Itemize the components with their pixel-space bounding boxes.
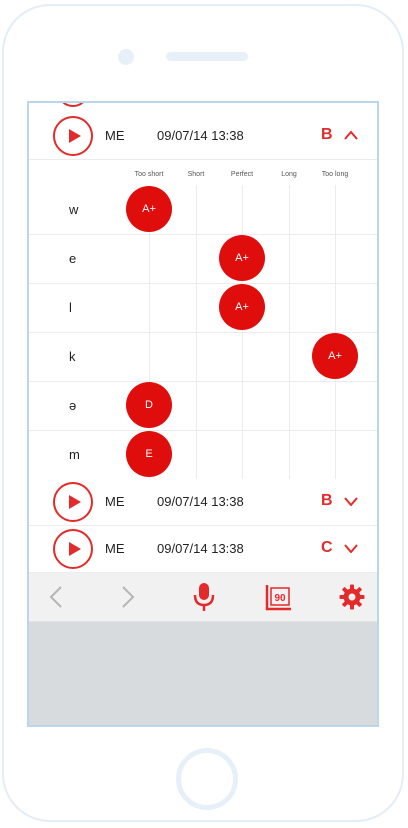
sound-letter: e xyxy=(69,251,77,266)
recording-row[interactable]: ME 09/07/14 13:38 B xyxy=(29,479,377,526)
earpiece-speaker xyxy=(166,52,248,61)
sound-letter: w xyxy=(69,202,79,217)
front-camera xyxy=(118,49,134,65)
column-header-long: Long xyxy=(281,171,297,178)
empty-content-area xyxy=(29,622,377,725)
app-screen: ME 09/07/14 13:38 B Too short Short Perf… xyxy=(27,101,379,727)
column-header-too-short: Too short xyxy=(134,171,164,178)
chevron-down-icon[interactable] xyxy=(343,543,359,553)
grade-bubble[interactable]: A+ xyxy=(219,284,265,330)
recording-user: ME xyxy=(105,541,125,556)
previous-row-play-button[interactable] xyxy=(57,103,89,107)
grid-line xyxy=(29,430,377,431)
home-button[interactable] xyxy=(176,748,238,810)
column-header-too-long: Too long xyxy=(321,171,349,178)
sound-letter: m xyxy=(69,447,80,462)
recording-datetime: 09/07/14 13:38 xyxy=(157,128,244,143)
recording-user: ME xyxy=(105,128,125,143)
gear-icon xyxy=(339,584,365,610)
grid-line xyxy=(29,234,377,235)
recording-grade: C xyxy=(321,539,333,556)
grade-bubble[interactable]: A+ xyxy=(219,235,265,281)
chevron-right-icon xyxy=(122,586,135,608)
grade-bubble[interactable]: E xyxy=(126,431,172,477)
bottom-toolbar: 90 xyxy=(29,573,377,622)
chevron-up-icon[interactable] xyxy=(343,130,359,140)
recording-user: ME xyxy=(105,494,125,509)
recording-row-expanded[interactable]: ME 09/07/14 13:38 B xyxy=(29,113,377,160)
forward-button[interactable] xyxy=(113,582,143,612)
recording-grade: B xyxy=(321,126,333,143)
recording-grade: B xyxy=(321,492,333,509)
back-button[interactable] xyxy=(41,582,71,612)
settings-button[interactable] xyxy=(337,582,367,612)
play-button[interactable] xyxy=(53,529,93,569)
recording-datetime: 09/07/14 13:38 xyxy=(157,541,244,556)
grade-bubble[interactable]: A+ xyxy=(126,186,172,232)
score-badge: 90 xyxy=(274,593,286,604)
column-header-short: Short xyxy=(187,171,205,178)
duration-column-headers: Too short Short Perfect Long Too long xyxy=(29,171,377,185)
grade-bubble[interactable]: D xyxy=(126,382,172,428)
chevron-left-icon xyxy=(49,586,62,608)
score-button[interactable]: 90 xyxy=(264,582,294,612)
score-90-icon: 90 xyxy=(265,585,291,611)
sound-duration-grid: w e l k ə m A+ A+ A+ A+ D E xyxy=(29,185,377,479)
column-header-perfect: Perfect xyxy=(230,171,254,178)
microphone-icon xyxy=(193,583,215,611)
play-button[interactable] xyxy=(53,482,93,522)
grid-line xyxy=(29,283,377,284)
grid-line xyxy=(29,332,377,333)
record-button[interactable] xyxy=(189,582,219,612)
sound-letter: l xyxy=(69,300,72,315)
recording-row[interactable]: ME 09/07/14 13:38 C xyxy=(29,526,377,573)
recording-datetime: 09/07/14 13:38 xyxy=(157,494,244,509)
grade-bubble[interactable]: A+ xyxy=(312,333,358,379)
grid-line xyxy=(29,381,377,382)
sound-letter: ə xyxy=(69,398,77,413)
play-button[interactable] xyxy=(53,116,93,156)
sound-letter: k xyxy=(69,349,76,364)
chevron-down-icon[interactable] xyxy=(343,496,359,506)
